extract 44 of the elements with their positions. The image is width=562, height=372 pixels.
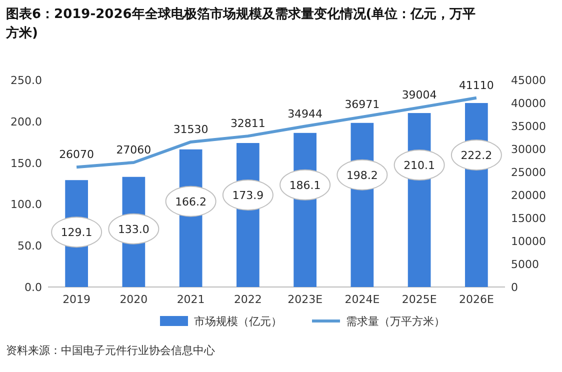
data-label: 36971 xyxy=(344,98,380,111)
data-label: 32811 xyxy=(230,117,266,130)
x-tick-label: 2022 xyxy=(234,293,262,306)
data-label: 31530 xyxy=(173,122,208,136)
x-tick-label: 2026E xyxy=(458,293,494,306)
data-label: 210.1 xyxy=(404,159,436,172)
y-tick-label: 200.0 xyxy=(10,115,42,128)
data-label: 186.1 xyxy=(289,178,321,192)
y-tick-label: 150.0 xyxy=(10,156,42,170)
y-tick-label: 250.0 xyxy=(10,74,42,87)
y2-tick-label: 0 xyxy=(511,281,518,294)
x-tick-label: 2021 xyxy=(176,293,205,306)
data-label: 39004 xyxy=(402,88,437,102)
data-label: 166.2 xyxy=(175,195,207,208)
chart-title: 图表6：2019-2026年全球电极箔市场规模及需求量变化情况(单位：亿元，万平方米) xyxy=(5,6,476,41)
data-label: 34944 xyxy=(288,107,323,120)
y2-tick-label: 35000 xyxy=(511,120,546,133)
data-label: 129.1 xyxy=(60,226,92,240)
legend-label: 需求量（万平方米） xyxy=(346,315,445,328)
x-tick-label: 2020 xyxy=(120,293,148,306)
x-tick-label: 2024E xyxy=(344,293,380,306)
y2-tick-label: 10000 xyxy=(511,235,546,248)
y-tick-label: 50.0 xyxy=(18,240,42,253)
data-label: 26070 xyxy=(59,148,94,162)
y2-tick-label: 25000 xyxy=(511,166,546,179)
y2-tick-label: 15000 xyxy=(511,212,546,225)
data-label: 27060 xyxy=(116,144,152,157)
text: 资料来源：中国电子元件行业协会信息中心 xyxy=(6,344,215,357)
x-tick-label: 2019 xyxy=(62,293,91,306)
x-tick-label: 2023E xyxy=(288,293,323,306)
data-label: 41110 xyxy=(458,78,494,92)
y2-tick-label: 40000 xyxy=(511,97,546,110)
y-tick-label: 100.0 xyxy=(10,198,42,212)
y2-tick-label: 30000 xyxy=(511,143,546,156)
data-label: 173.9 xyxy=(232,189,264,202)
legend-label: 市场规模（亿元） xyxy=(194,315,282,328)
x-tick-label: 2025E xyxy=(402,293,437,306)
y2-tick-label: 45000 xyxy=(511,74,546,87)
data-label: 222.2 xyxy=(460,149,492,162)
y-tick-label: 0.0 xyxy=(24,281,42,294)
y2-tick-label: 20000 xyxy=(511,189,546,202)
data-label: 133.0 xyxy=(118,222,150,236)
y2-tick-label: 5000 xyxy=(511,258,539,271)
data-label: 198.2 xyxy=(346,168,378,182)
